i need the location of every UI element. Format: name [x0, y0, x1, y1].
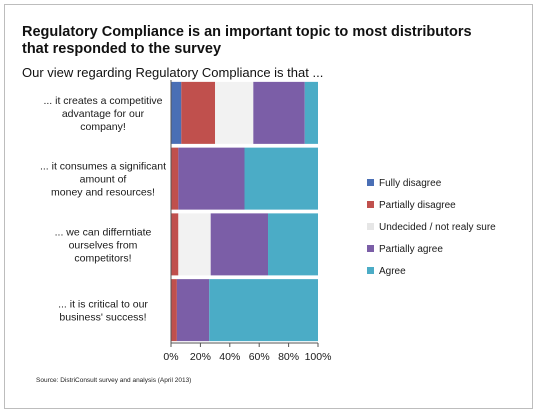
category-label: ... it consumes a significant amount of mo…	[40, 161, 166, 199]
bar-segment	[171, 81, 182, 144]
legend-swatch	[367, 267, 374, 274]
category-label: ... it creates a competitive advantage fo…	[43, 95, 162, 133]
x-tick-label: 0%	[163, 351, 178, 363]
bar-segment	[171, 147, 179, 210]
chart-title: Regulatory Compliance is an important to…	[22, 24, 472, 57]
legend-label: Agree	[379, 266, 406, 277]
bar-segment	[171, 279, 177, 342]
legend-label: Partially agree	[379, 244, 443, 255]
bar-segment	[304, 81, 318, 144]
legend-swatch	[367, 179, 374, 186]
legend-label: Fully disagree	[379, 178, 442, 189]
legend-swatch	[367, 201, 374, 208]
legend-label: Undecided / not realy sure	[379, 222, 496, 233]
bar-segment	[210, 213, 269, 276]
category-label: ... we can differntiate ourselves from com…	[55, 226, 152, 264]
bar-segment	[215, 81, 254, 144]
bar-segment	[176, 279, 210, 342]
bar-segment	[268, 213, 318, 276]
x-axis-ticks: 0% 20% 40% 60% 80% 100%	[163, 343, 331, 363]
category-labels: ... it creates a competitive advantage fo…	[40, 95, 166, 324]
bar-segment	[209, 279, 318, 342]
legend-label: Partially disagree	[379, 200, 456, 211]
x-tick-label: 80%	[278, 351, 299, 363]
legend-swatch	[367, 223, 374, 230]
category-label: ... it is critical to our business' succe…	[58, 299, 148, 324]
bar-segment	[244, 147, 318, 210]
bar-segment	[171, 213, 179, 276]
x-tick-label: 20%	[190, 351, 211, 363]
legend: Fully disagree Partially disagree Undecide…	[367, 178, 496, 277]
bar-segment	[178, 147, 245, 210]
x-tick-label: 100%	[305, 351, 332, 363]
bars	[171, 81, 318, 342]
x-tick-label: 60%	[249, 351, 270, 363]
x-tick-label: 40%	[219, 351, 240, 363]
bar-segment	[178, 213, 211, 276]
source-note: Source: DistriConsult survey and analysi…	[36, 377, 192, 384]
bar-segment	[181, 81, 216, 144]
chart-subtitle: Our view regarding Regulatory Compliance…	[22, 65, 324, 80]
bar-segment	[253, 81, 305, 144]
legend-swatch	[367, 245, 374, 252]
